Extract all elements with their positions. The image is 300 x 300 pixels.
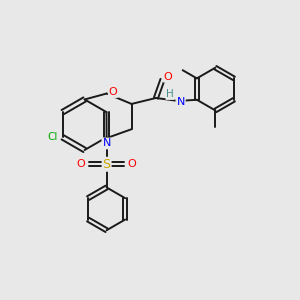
Text: S: S — [103, 158, 111, 171]
Text: H: H — [166, 89, 174, 99]
Text: O: O — [128, 159, 136, 169]
Text: O: O — [77, 159, 85, 169]
Text: Cl: Cl — [47, 132, 57, 142]
Text: O: O — [109, 87, 118, 97]
Text: N: N — [102, 139, 111, 148]
Text: N: N — [176, 98, 185, 107]
Text: O: O — [164, 72, 172, 82]
